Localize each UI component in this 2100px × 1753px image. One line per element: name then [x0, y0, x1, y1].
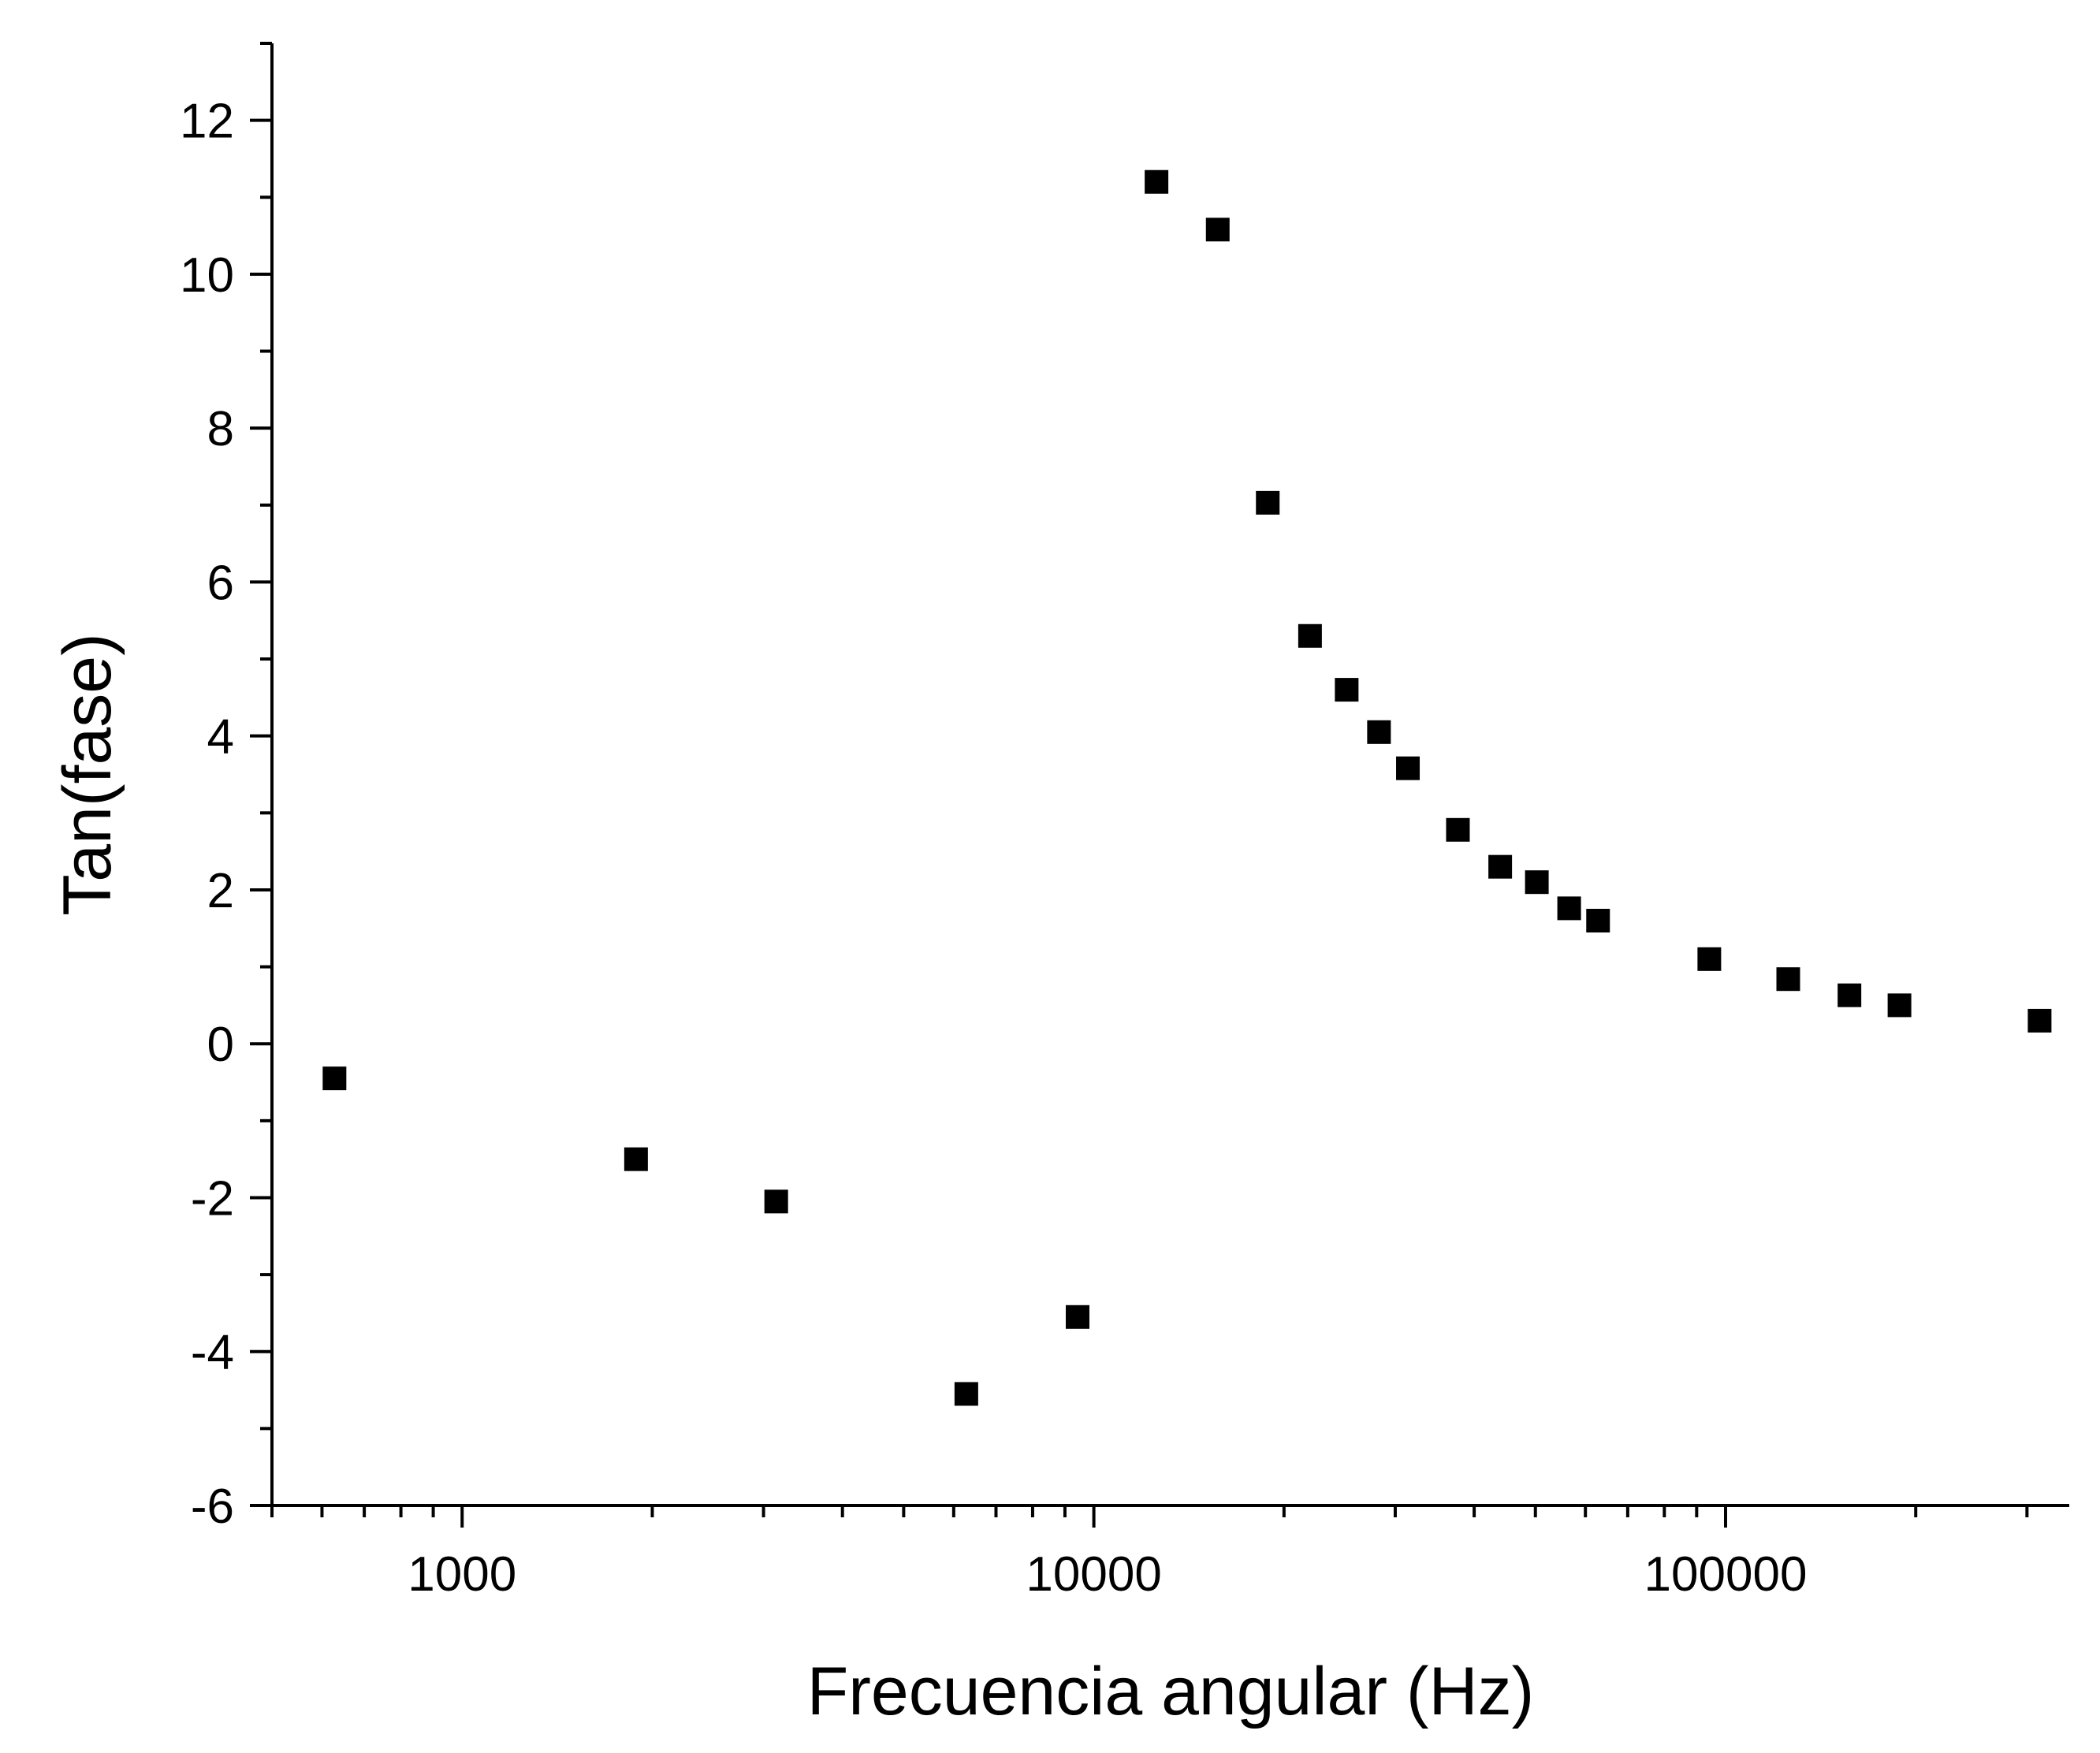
data-point	[764, 1189, 788, 1214]
x-axis-title: Frecuencia angular (Hz)	[807, 1654, 1534, 1729]
data-point	[1256, 490, 1280, 515]
data-point	[1205, 218, 1230, 242]
data-point	[624, 1147, 648, 1171]
data-point	[1066, 1305, 1090, 1329]
data-point	[1367, 720, 1391, 744]
x-tick-label: 10000	[1026, 1547, 1161, 1602]
y-tick-label: -6	[191, 1479, 234, 1534]
x-axis-ticks: 1000 10000 100000	[270, 1505, 2029, 1602]
y-tick-label: -4	[191, 1326, 234, 1380]
data-point	[1298, 623, 1322, 648]
data-point	[1446, 817, 1470, 842]
data-point	[1335, 678, 1359, 702]
data-point	[322, 1066, 347, 1091]
axes	[270, 43, 2069, 1507]
y-axis-title: Tan(fase)	[50, 633, 125, 916]
y-tick-label: 0	[207, 1018, 234, 1072]
y-tick-label: -2	[191, 1171, 234, 1226]
data-point	[1525, 870, 1549, 895]
data-point	[1887, 993, 1912, 1018]
x-tick-label: 1000	[408, 1547, 516, 1602]
y-tick-label: 4	[207, 710, 234, 765]
y-axis-ticks: -6 -4 -2 0 2 4 6 8 10 12	[180, 42, 272, 1534]
data-points	[322, 169, 2052, 1406]
data-point	[1396, 756, 1420, 780]
data-point	[1557, 896, 1581, 921]
data-point	[2027, 1008, 2052, 1033]
data-point	[1697, 947, 1722, 971]
data-point	[1776, 967, 1800, 992]
y-tick-label: 12	[180, 95, 234, 149]
data-point	[1586, 909, 1610, 932]
y-tick-label: 6	[207, 556, 234, 610]
x-tick-label: 100000	[1644, 1547, 1808, 1602]
y-tick-label: 8	[207, 402, 234, 456]
data-point	[954, 1382, 978, 1406]
y-tick-label: 2	[207, 864, 234, 918]
data-point	[1145, 169, 1169, 194]
y-tick-label: 10	[180, 248, 234, 303]
data-point	[1838, 983, 1862, 1007]
data-point	[1488, 854, 1513, 879]
